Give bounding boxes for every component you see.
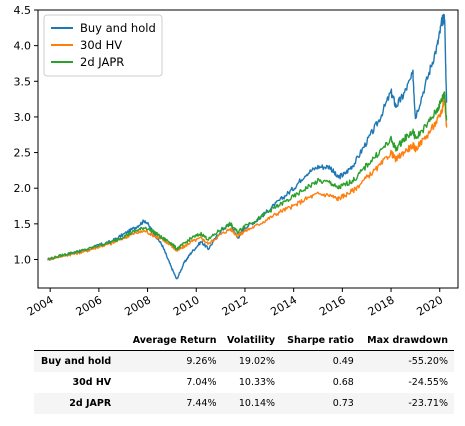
legend-box [43,14,163,77]
column-header: Average Return [125,330,223,351]
legend: Buy and hold 30d HV 2d JAPR [43,14,163,77]
x-tick-label: 2016 [317,293,348,318]
table-cell: 9.26% [125,350,223,372]
series-line [47,91,448,261]
column-header: Max drawdown [359,330,454,351]
table-cell: 0.49 [281,350,360,372]
line-chart: 1.0 1.5 2.0 2.5 3.0 3.5 4.0 4.5 2004 2006 2008 201… [14,4,459,319]
y-tick-label: 2.0 [14,182,32,195]
x-tick-label: 2012 [220,293,251,318]
x-tick-label: 2008 [122,293,153,318]
y-tick-label: 1.5 [14,218,32,231]
y-tick-label: 3.0 [14,111,32,124]
x-axis-ticks: 2004 2006 2008 2010 2012 2014 2016 2018 2020 [25,288,445,319]
table-cell: 10.14% [222,393,282,414]
legend-label: 2d JAPR [80,55,124,69]
x-tick-label: 2018 [366,293,397,318]
y-axis-ticks: 1.0 1.5 2.0 2.5 3.0 3.5 4.0 4.5 [14,4,38,266]
table-cell: -24.55% [408,377,448,388]
x-tick-label: 2014 [268,293,299,318]
series-line [47,13,448,280]
table-cell: 0.73 [281,393,360,414]
x-tick-label: 2006 [74,293,105,318]
table-row: Buy and hold 9.26% 19.02% 0.49 -55.20% [34,350,454,372]
column-header: Volatility [222,330,282,351]
x-tick-label: 2010 [171,293,202,318]
x-tick-label: 2004 [25,293,56,318]
row-header: Buy and hold [34,350,126,372]
y-tick-label: 1.0 [14,253,32,266]
table-cell: 7.44% [125,393,223,414]
row-header: 2d JAPR [34,393,126,414]
series-group [47,13,448,280]
column-header: Sharpe ratio [281,330,360,351]
table-cell: -55.20% [359,350,454,372]
table-cell: 0.68 [332,377,354,388]
table-cell: 19.02% [222,350,282,372]
results-table: Average Return Volatility Sharpe ratio M… [34,330,454,414]
row-header: 30d HV [72,377,112,388]
y-tick-label: 4.0 [14,40,32,53]
legend-label: Buy and hold [80,21,156,35]
x-tick-label: 2020 [414,293,445,318]
table-cell: 10.33% [238,377,276,388]
y-tick-label: 3.5 [14,75,32,88]
series-line [47,94,448,261]
table-row: 30d HV 7.04% 10.33% 0.68 -24.55% [34,372,454,393]
table-header-row: Average Return Volatility Sharpe ratio M… [34,330,454,351]
legend-label: 30d HV [80,38,122,52]
y-tick-label: 4.5 [14,4,32,17]
plot-frame [37,9,459,289]
column-header [34,330,126,351]
table-cell: -23.71% [359,393,454,414]
table-cell: 7.04% [186,377,217,388]
table-row: 2d JAPR 7.44% 10.14% 0.73 -23.71% [34,393,454,414]
y-tick-label: 2.5 [14,147,32,160]
